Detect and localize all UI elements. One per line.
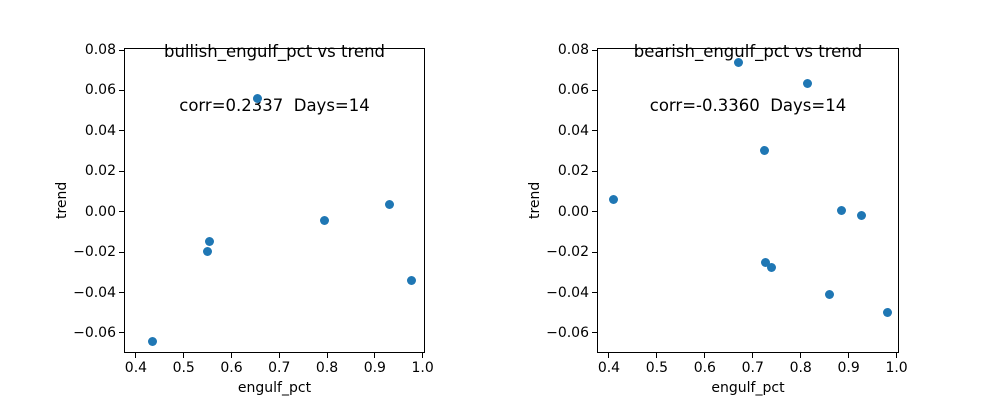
y-tick-label: 0.08 (557, 42, 589, 59)
plot-title-bearish: bearish_engulf_pct vs trend corr=-0.3360… (597, 7, 899, 151)
data-point (856, 211, 866, 221)
y-tick-mark (592, 89, 597, 91)
axes-bearish (597, 48, 899, 353)
y-tick-label: 0.06 (84, 82, 116, 99)
x-tick-label: 0.6 (220, 360, 243, 376)
y-tick-mark (592, 251, 597, 253)
data-point (766, 262, 776, 272)
y-tick-label: 0.02 (557, 163, 589, 180)
x-tick-mark (135, 353, 137, 358)
x-tick-mark (422, 353, 424, 358)
data-point (204, 236, 214, 246)
y-tick-label: 0.04 (84, 122, 116, 139)
y-tick-label: −0.06 (546, 324, 589, 341)
x-tick-mark (183, 353, 185, 358)
x-tick-label: 0.5 (645, 360, 669, 376)
x-tick-label: 0.8 (315, 360, 339, 376)
y-tick-label: 0.08 (84, 42, 116, 59)
data-point (882, 308, 892, 318)
x-tick-label: 0.4 (124, 360, 148, 376)
axes-bullish (124, 48, 425, 353)
x-tick-mark (374, 353, 376, 358)
x-tick-mark (704, 353, 706, 358)
y-tick-mark (592, 211, 597, 213)
data-point (609, 195, 619, 205)
data-point (824, 290, 834, 300)
y-tick-mark (592, 332, 597, 334)
x-tick-mark (848, 353, 850, 358)
y-tick-mark (119, 292, 124, 294)
x-tick-mark (231, 353, 232, 358)
x-tick-label: 0.5 (172, 360, 195, 376)
x-axis-label-bullish: engulf_pct (237, 380, 312, 396)
plot-title-line1: bullish_engulf_pct vs trend (163, 42, 385, 61)
data-point (734, 57, 744, 67)
x-tick-label: 0.6 (693, 360, 716, 376)
x-tick-mark (752, 353, 754, 358)
y-tick-mark (119, 332, 124, 334)
x-tick-label: 0.9 (837, 360, 860, 376)
x-tick-label: 0.4 (597, 360, 621, 376)
x-tick-label: 0.9 (363, 360, 386, 376)
x-tick-mark (656, 353, 658, 358)
y-tick-mark (592, 49, 597, 51)
y-tick-mark (592, 170, 597, 172)
y-tick-label: −0.06 (73, 324, 116, 341)
x-tick-label: 0.8 (789, 360, 812, 376)
data-point (759, 145, 769, 155)
data-point (837, 206, 847, 216)
data-point (253, 94, 263, 104)
plot-title-bullish: bullish_engulf_pct vs trend corr=0.2337 … (124, 7, 425, 151)
y-tick-mark (119, 89, 124, 91)
data-point (384, 200, 394, 210)
y-tick-label: −0.02 (546, 244, 589, 261)
data-point (761, 257, 771, 267)
y-tick-label: −0.02 (73, 244, 116, 261)
data-point (320, 216, 330, 226)
x-tick-label: 1.0 (885, 360, 908, 376)
x-tick-mark (608, 353, 610, 358)
x-axis-label-bearish: engulf_pct (711, 380, 785, 396)
y-tick-label: 0.06 (557, 82, 589, 99)
y-tick-mark (119, 211, 124, 213)
plot-title-line2: corr=-0.3360 Days=14 (649, 96, 847, 115)
y-tick-mark (119, 130, 124, 132)
data-point (803, 78, 813, 88)
y-tick-mark (592, 292, 597, 294)
y-tick-mark (592, 130, 597, 132)
x-tick-label: 0.7 (741, 360, 764, 376)
x-tick-mark (896, 353, 898, 358)
y-tick-label: 0.02 (84, 163, 116, 180)
y-tick-mark (119, 170, 124, 172)
y-tick-label: −0.04 (546, 284, 589, 301)
plot-title-line1: bearish_engulf_pct vs trend (633, 42, 863, 61)
data-point (148, 336, 158, 346)
x-tick-label: 0.7 (268, 360, 291, 376)
y-tick-label: 0.04 (557, 122, 589, 139)
data-point (202, 246, 212, 256)
y-tick-label: 0.00 (557, 203, 589, 220)
y-tick-label: 0.00 (84, 203, 116, 220)
y-tick-mark (119, 251, 124, 253)
y-tick-label: −0.04 (73, 284, 116, 301)
x-tick-label: 1.0 (411, 360, 434, 376)
y-tick-mark (119, 49, 124, 51)
data-point (406, 275, 416, 285)
x-tick-mark (278, 353, 280, 358)
x-tick-mark (326, 353, 328, 358)
x-tick-mark (800, 353, 802, 358)
